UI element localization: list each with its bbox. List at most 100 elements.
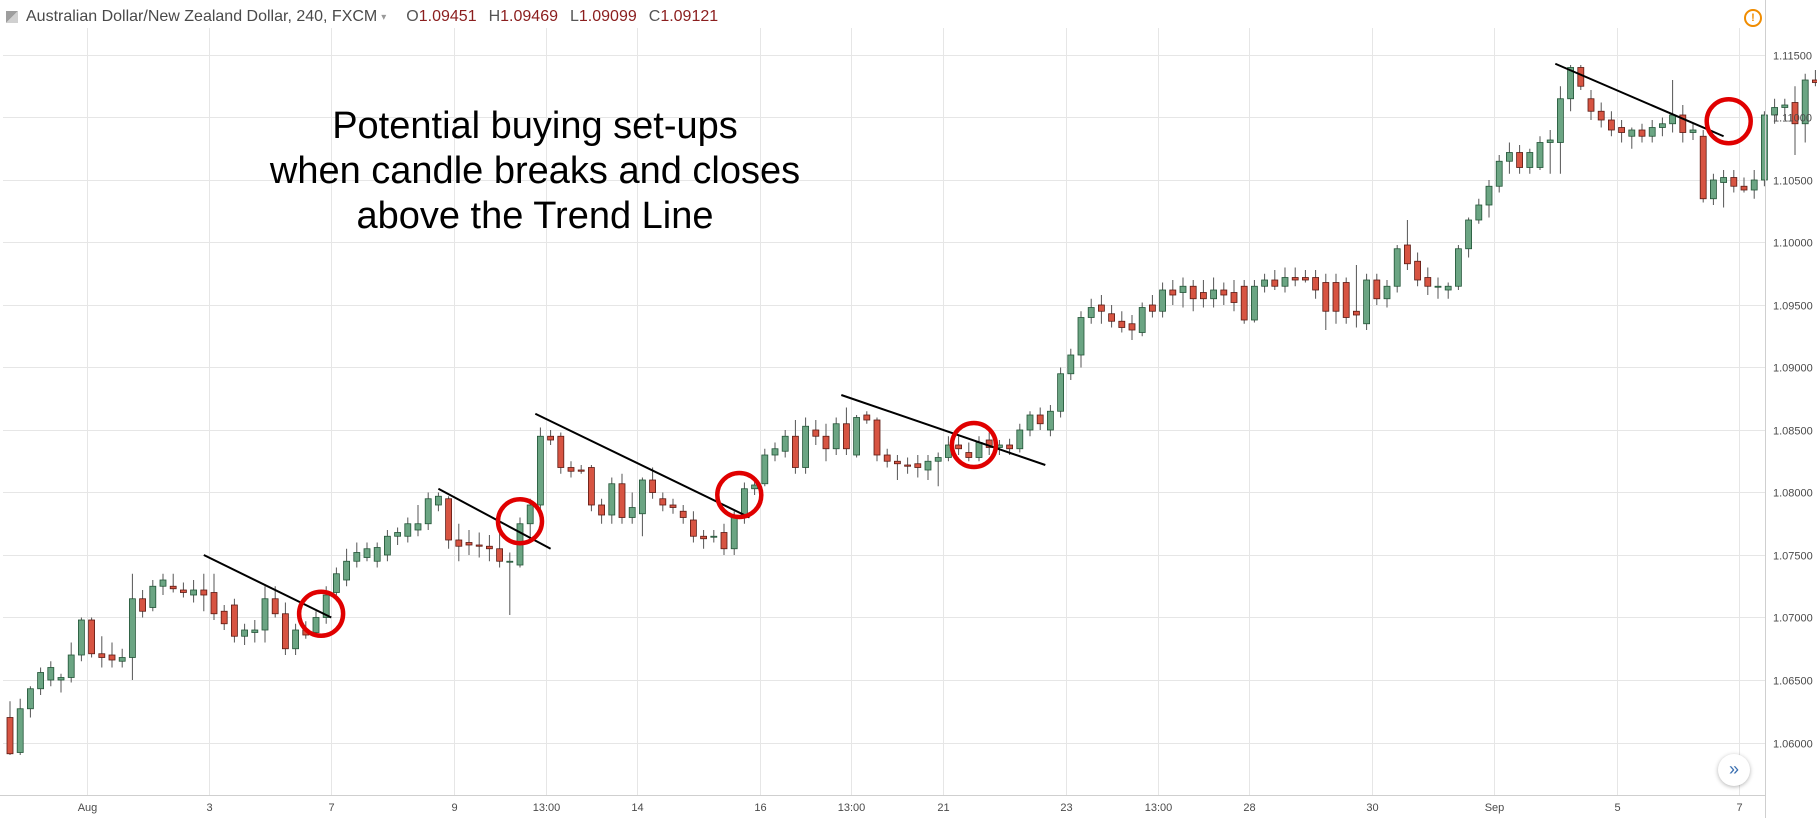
candle-up bbox=[537, 427, 544, 518]
candle-body bbox=[343, 560, 351, 581]
trend-line bbox=[840, 394, 1046, 466]
candle-down bbox=[1342, 277, 1350, 324]
ohlc-high: H1.09469 bbox=[488, 8, 558, 25]
candle-body bbox=[292, 629, 300, 650]
candle-up bbox=[1801, 73, 1809, 143]
candle-up bbox=[190, 580, 198, 603]
candle-up bbox=[853, 415, 860, 458]
candle-down bbox=[1740, 177, 1748, 193]
candle-up bbox=[363, 542, 371, 562]
candle-down bbox=[98, 636, 106, 668]
ohlc-low: L1.09099 bbox=[570, 8, 637, 25]
candle-body bbox=[526, 504, 534, 525]
candle-body bbox=[873, 419, 881, 456]
annotation-text: Potential buying set-ups when candle bre… bbox=[269, 105, 801, 237]
candle-body bbox=[720, 532, 728, 550]
candle-up bbox=[1557, 86, 1564, 174]
candle-body bbox=[1363, 279, 1370, 325]
trend-line bbox=[534, 412, 750, 519]
candle-up bbox=[1393, 245, 1401, 293]
candle-down bbox=[1414, 252, 1421, 287]
candle-down bbox=[985, 432, 993, 455]
candle-down bbox=[873, 417, 881, 462]
candle-up bbox=[1781, 98, 1789, 120]
candle-body bbox=[1169, 289, 1177, 296]
candle-body bbox=[822, 435, 830, 450]
candle-down bbox=[649, 467, 656, 499]
symbol-title[interactable]: Australian Dollar/New Zealand Dollar, 24… bbox=[26, 8, 378, 25]
candle-body bbox=[190, 589, 198, 596]
candle-body bbox=[455, 539, 463, 547]
candle-body bbox=[383, 535, 391, 556]
candle-body bbox=[1098, 304, 1105, 312]
scroll-to-realtime-button[interactable]: » bbox=[1718, 754, 1750, 786]
candle-down bbox=[1404, 220, 1411, 270]
candle-body bbox=[1067, 354, 1075, 375]
candle-body bbox=[485, 545, 493, 550]
candle-body bbox=[1648, 127, 1656, 137]
candle-down bbox=[567, 461, 575, 478]
candle-body bbox=[200, 589, 208, 596]
candle-down bbox=[1189, 280, 1197, 312]
candles bbox=[6, 65, 1817, 755]
candle-up bbox=[1251, 280, 1258, 323]
candle-up bbox=[761, 448, 769, 487]
candle-up bbox=[67, 642, 75, 683]
trend-line bbox=[1554, 62, 1724, 138]
candle-down bbox=[1332, 273, 1340, 324]
candle-down bbox=[1169, 280, 1177, 305]
candle-body bbox=[6, 717, 14, 755]
y-tick-label: 1.11000 bbox=[1773, 113, 1812, 125]
candle-up bbox=[16, 698, 24, 755]
candle-body bbox=[1720, 177, 1727, 183]
candle-body bbox=[353, 552, 361, 562]
candle-body bbox=[434, 495, 442, 506]
candle-down bbox=[965, 442, 973, 462]
warning-icon[interactable]: ! bbox=[1744, 9, 1762, 27]
candle-up bbox=[1067, 348, 1075, 380]
candle-down bbox=[955, 436, 962, 455]
candle-up bbox=[1444, 282, 1452, 299]
candle-down bbox=[1291, 267, 1299, 287]
candle-body bbox=[1189, 285, 1197, 300]
candle-down bbox=[883, 448, 891, 468]
candle-body bbox=[924, 460, 932, 471]
x-tick-label: Sep bbox=[1485, 802, 1505, 814]
signal-circle bbox=[296, 589, 346, 638]
candle-body bbox=[465, 542, 473, 546]
candle-body bbox=[322, 594, 330, 618]
candle-body bbox=[1322, 282, 1330, 312]
candle-up bbox=[1057, 367, 1064, 418]
trend-lines bbox=[203, 62, 1724, 619]
candle-body bbox=[67, 654, 75, 678]
y-tick-label: 1.07000 bbox=[1773, 613, 1813, 625]
candle-body bbox=[312, 617, 320, 633]
candle-up bbox=[1648, 120, 1656, 143]
candle-body bbox=[904, 464, 911, 467]
candle-down bbox=[792, 420, 799, 474]
candle-body bbox=[1087, 307, 1095, 318]
candle-up bbox=[1455, 245, 1462, 290]
chevron-down-icon[interactable]: ▾ bbox=[381, 11, 387, 23]
candle-up bbox=[1087, 298, 1095, 324]
candle-down bbox=[1128, 315, 1136, 340]
candle-down bbox=[455, 523, 463, 562]
candle-body bbox=[1465, 219, 1472, 250]
candle-down bbox=[1302, 270, 1309, 283]
candle-body bbox=[1404, 244, 1411, 265]
candle-down bbox=[1516, 145, 1523, 174]
candle-body bbox=[1546, 139, 1554, 143]
candle-up bbox=[781, 430, 789, 458]
candle-body bbox=[1750, 179, 1758, 191]
candle-body bbox=[1771, 107, 1778, 116]
candle-down bbox=[1730, 170, 1738, 193]
candle-body bbox=[812, 429, 820, 437]
candle-body bbox=[179, 589, 187, 593]
signal-circles bbox=[296, 97, 1753, 638]
candle-body bbox=[16, 708, 24, 753]
candle-body bbox=[700, 535, 707, 540]
candle-down bbox=[1812, 70, 1817, 87]
candle-down bbox=[618, 473, 626, 524]
candle-down bbox=[1638, 123, 1646, 143]
